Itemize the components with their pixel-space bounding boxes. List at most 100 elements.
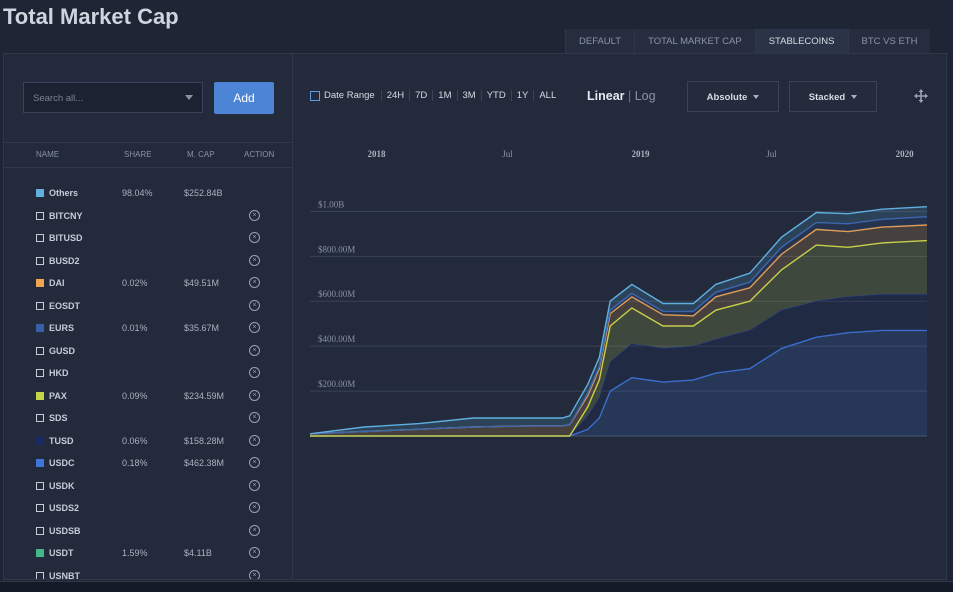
checkbox[interactable] (36, 571, 44, 579)
remove-icon[interactable]: × (249, 344, 260, 356)
checkbox[interactable] (36, 346, 44, 355)
checkbox[interactable] (36, 301, 44, 310)
stack-dropdown[interactable]: Stacked (789, 81, 877, 112)
checkbox[interactable] (36, 526, 44, 535)
table-row[interactable]: USDT 1.59% $4.11B × (4, 542, 292, 564)
asset-mcap: $462.38M (184, 458, 225, 468)
checkbox[interactable] (36, 234, 44, 242)
range-3m[interactable]: 3M (456, 90, 481, 101)
remove-icon[interactable]: × (249, 569, 260, 579)
color-swatch[interactable] (36, 324, 44, 332)
move-icon[interactable] (914, 89, 928, 103)
color-swatch[interactable] (36, 549, 44, 557)
asset-name: HKD (49, 368, 69, 378)
chart-toolbar: Date Range 24H 7D 1M 3M YTD 1Y ALL (310, 90, 561, 101)
tab-total-market-cap[interactable]: TOTAL MARKET CAP (634, 29, 755, 54)
table-row[interactable]: BITUSD × (4, 227, 292, 249)
tab-btc-vs-eth[interactable]: BTC VS ETH (847, 29, 931, 54)
color-swatch[interactable] (36, 391, 44, 400)
asset-share: 0.01% (122, 323, 148, 333)
remove-icon[interactable]: × (249, 209, 260, 221)
date-range-control[interactable]: Date Range (310, 90, 375, 101)
scale-log-button[interactable]: Log (634, 89, 656, 103)
scale-toggle: Linear | Log (587, 89, 656, 103)
remove-icon[interactable]: × (249, 524, 260, 536)
table-row[interactable]: Others 98.04% $252.84B (4, 182, 292, 204)
table-row[interactable]: EURS 0.01% $35.67M × (4, 317, 292, 339)
x-tick-label: Jul (502, 149, 513, 159)
remove-icon[interactable]: × (249, 547, 260, 558)
remove-icon[interactable]: × (249, 299, 260, 311)
scale-separator: | (628, 89, 632, 103)
table-row[interactable]: PAX 0.09% $234.59M × (4, 385, 292, 407)
asset-list-panel: Add NAME SHARE M. CAP ACTION Others 98.04… (4, 54, 293, 579)
table-row[interactable]: USDC 0.18% $462.38M × (4, 452, 292, 474)
remove-icon[interactable]: × (249, 479, 260, 491)
search-input[interactable] (24, 83, 175, 114)
table-row[interactable]: BITCNY × (4, 205, 292, 227)
col-mcap-header[interactable]: M. CAP (187, 150, 215, 159)
remove-icon[interactable]: × (249, 232, 260, 243)
table-row[interactable]: BUSD2 × (4, 250, 292, 272)
remove-icon[interactable]: × (249, 389, 260, 401)
remove-icon[interactable]: × (249, 502, 260, 513)
table-row[interactable]: TUSD 0.06% $158.28M × (4, 430, 292, 452)
series-area-pax (310, 240, 927, 436)
checkbox[interactable] (36, 504, 44, 512)
asset-name: PAX (49, 390, 67, 401)
tab-stablecoins[interactable]: STABLECOINS (754, 29, 848, 54)
checkbox[interactable] (36, 256, 44, 265)
range-1m[interactable]: 1M (432, 90, 456, 101)
table-row[interactable]: DAI 0.02% $49.51M × (4, 272, 292, 294)
color-swatch[interactable] (36, 189, 44, 197)
calendar-icon (310, 90, 320, 101)
checkbox[interactable] (36, 369, 44, 377)
range-24h[interactable]: 24H (380, 90, 409, 101)
chevron-down-icon (851, 95, 858, 100)
range-1y[interactable]: 1Y (510, 90, 534, 101)
add-button[interactable]: Add (214, 82, 274, 114)
remove-icon[interactable]: × (249, 434, 260, 446)
checkbox[interactable] (36, 211, 44, 220)
remove-icon[interactable]: × (249, 412, 260, 423)
remove-icon[interactable]: × (249, 457, 260, 468)
range-7d[interactable]: 7D (409, 90, 432, 101)
remove-icon[interactable]: × (249, 254, 260, 266)
tab-default[interactable]: DEFAULT (565, 29, 635, 54)
table-row[interactable]: USDS2 × (4, 497, 292, 519)
checkbox[interactable] (36, 481, 44, 490)
asset-share: 1.59% (122, 548, 148, 558)
scale-linear-button[interactable]: Linear (587, 89, 625, 103)
color-swatch[interactable] (36, 459, 44, 467)
asset-name: EURS (49, 323, 75, 333)
search-box[interactable] (23, 82, 203, 114)
color-swatch[interactable] (36, 436, 44, 445)
series-line-pax (310, 239, 928, 437)
color-swatch[interactable] (36, 279, 44, 287)
stacked-area-chart[interactable]: $200.00M $400.00M $600.00M $800.00M $1.00B 20… (306, 142, 931, 442)
range-ytd[interactable]: YTD (480, 90, 511, 101)
col-name-header[interactable]: NAME (36, 150, 60, 159)
mode-dropdown[interactable]: Absolute (687, 81, 779, 112)
asset-name: USNBT (49, 570, 80, 580)
asset-name: GUSD (49, 345, 76, 356)
asset-mcap: $234.59M (184, 390, 225, 401)
table-row[interactable]: EOSDT × (4, 295, 292, 317)
remove-icon[interactable]: × (249, 322, 260, 333)
checkbox[interactable] (36, 414, 44, 422)
col-share-header[interactable]: SHARE (124, 150, 152, 159)
remove-icon[interactable]: × (249, 277, 260, 288)
range-all[interactable]: ALL (533, 90, 561, 101)
table-row[interactable]: USDSB × (4, 520, 292, 542)
chevron-down-icon[interactable] (185, 95, 193, 100)
table-row[interactable]: HKD × (4, 362, 292, 384)
x-tick-label: 2018 (368, 149, 387, 159)
table-row[interactable]: GUSD × (4, 340, 292, 362)
table-row[interactable]: SDS × (4, 407, 292, 429)
asset-name: USDT (49, 548, 74, 558)
table-row[interactable]: USDK × (4, 475, 292, 497)
y-tick-label: $600.00M (318, 289, 355, 299)
table-row[interactable]: USNBT × (4, 565, 292, 580)
table-header: NAME SHARE M. CAP ACTION (4, 142, 292, 168)
remove-icon[interactable]: × (249, 367, 260, 378)
